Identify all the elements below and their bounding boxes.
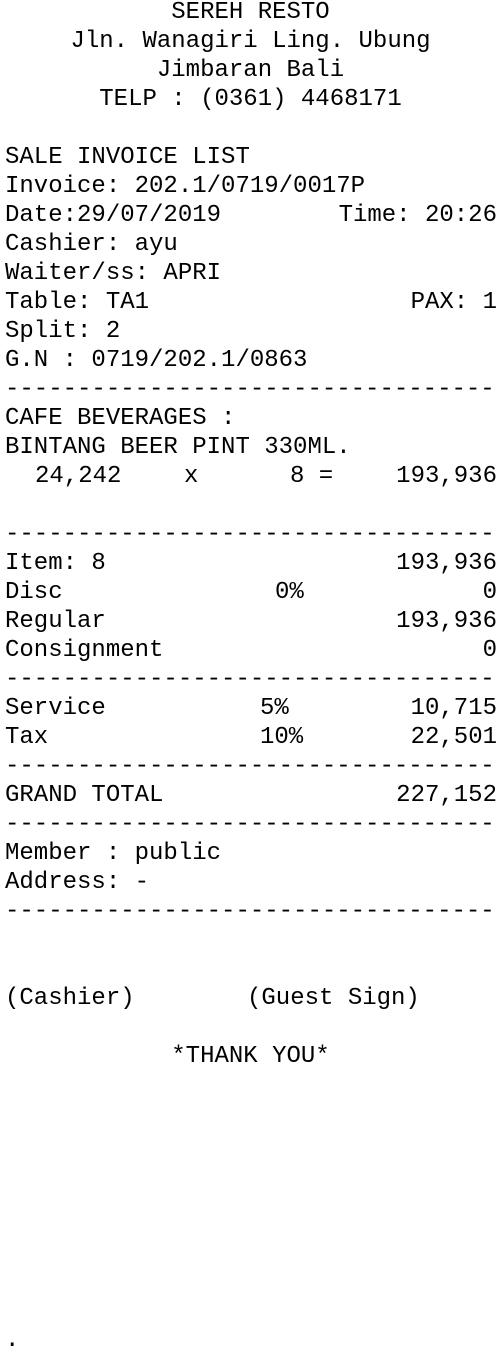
time: Time: 20:26 bbox=[338, 202, 497, 229]
cashier-sign: (Cashier) bbox=[5, 985, 135, 1012]
category: CAFE BEVERAGES : bbox=[5, 405, 236, 432]
item-name: BINTANG BEER PINT 330ML. bbox=[5, 434, 351, 461]
guest-number: G.N : 0719/202.1/0863 bbox=[5, 347, 308, 374]
waiter: Waiter/ss: APRI bbox=[5, 260, 222, 287]
end-dot: . bbox=[5, 1327, 20, 1354]
separator: ---------------------------------- bbox=[5, 521, 495, 548]
item-times: x bbox=[184, 463, 199, 490]
item-total: 193,936 bbox=[396, 463, 497, 490]
split: Split: 2 bbox=[5, 318, 121, 345]
grand-total-value: 227,152 bbox=[396, 782, 497, 809]
thanks: *THANK YOU* bbox=[171, 1043, 330, 1070]
member-address: Address: - bbox=[5, 869, 150, 896]
separator: ---------------------------------- bbox=[5, 811, 495, 838]
item-qty: 8 = bbox=[290, 463, 334, 490]
item-price: 24,242 bbox=[35, 463, 122, 490]
table: Table: TA1 bbox=[5, 289, 150, 316]
summary-label: Service bbox=[5, 695, 106, 722]
summary-label: Consignment bbox=[5, 637, 164, 664]
pax: PAX: 1 bbox=[410, 289, 497, 316]
summary-value: 0 bbox=[482, 637, 497, 664]
cashier: Cashier: ayu bbox=[5, 231, 178, 258]
summary-value: 193,936 bbox=[396, 550, 497, 577]
separator: ---------------------------------- bbox=[5, 898, 495, 925]
date: Date:29/07/2019 bbox=[5, 202, 222, 229]
summary-rate: 5% bbox=[260, 695, 289, 722]
store-city: Jimbaran Bali bbox=[156, 57, 345, 84]
invoice: Invoice: 202.1/0719/0017P bbox=[5, 173, 366, 200]
member: Member : public bbox=[5, 840, 222, 867]
summary-value: 193,936 bbox=[396, 608, 497, 635]
store-name: SEREH RESTO bbox=[171, 0, 330, 26]
summary-value: 22,501 bbox=[410, 724, 497, 751]
summary-value: 10,715 bbox=[410, 695, 497, 722]
summary-label: Tax bbox=[5, 724, 49, 751]
grand-total-label: GRAND TOTAL bbox=[5, 782, 164, 809]
separator: ---------------------------------- bbox=[5, 753, 495, 780]
store-address: Jln. Wanagiri Ling. Ubung bbox=[70, 28, 431, 55]
summary-label: Item: 8 bbox=[5, 550, 106, 577]
guest-sign: (Guest Sign) bbox=[247, 985, 420, 1012]
summary-label: Disc bbox=[5, 579, 63, 606]
store-phone: TELP : (0361) 4468171 bbox=[99, 86, 402, 113]
separator: ---------------------------------- bbox=[5, 376, 495, 403]
separator: ---------------------------------- bbox=[5, 666, 495, 693]
summary-rate: 10% bbox=[260, 724, 304, 751]
summary-rate: 0% bbox=[275, 579, 304, 606]
title: SALE INVOICE LIST bbox=[5, 144, 250, 171]
summary-value: 0 bbox=[482, 579, 497, 606]
summary-label: Regular bbox=[5, 608, 106, 635]
